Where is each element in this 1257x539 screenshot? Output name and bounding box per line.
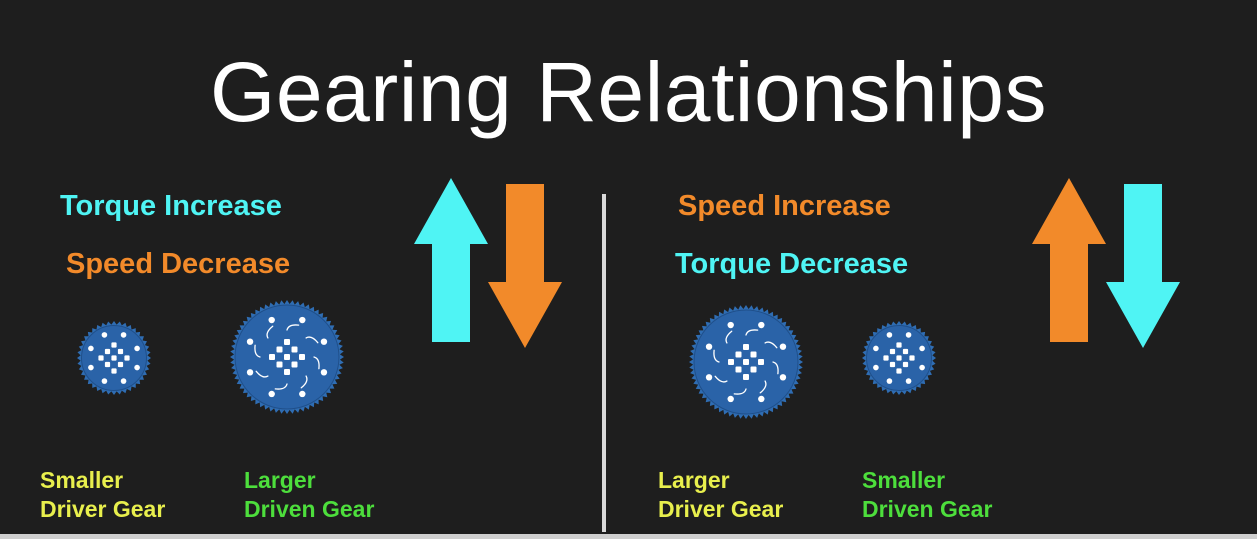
right-gear-b-line1: Smaller bbox=[862, 467, 946, 493]
right-gear-b-line2: Driven Gear bbox=[862, 496, 993, 522]
bottom-bar bbox=[0, 534, 1257, 539]
large-driven-gear-icon bbox=[230, 300, 344, 414]
down-arrow-icon bbox=[488, 184, 562, 348]
left-gear-b-line1: Larger bbox=[244, 467, 316, 493]
right-torque-label: Torque Decrease bbox=[675, 248, 909, 280]
up-arrow-icon bbox=[414, 178, 488, 342]
right-gear-b-label: Smaller Driven Gear bbox=[862, 466, 992, 524]
left-speed-label: Speed Decrease bbox=[66, 248, 291, 280]
small-driven-gear-icon bbox=[862, 321, 936, 395]
left-gear-b-line2: Driven Gear bbox=[244, 496, 375, 522]
left-gear-a-line2: Driver Gear bbox=[40, 496, 166, 522]
center-divider bbox=[602, 194, 606, 532]
right-gear-a-label: Larger Driver Gear bbox=[658, 466, 783, 524]
right-gear-a-line1: Larger bbox=[658, 467, 730, 493]
up-arrow-icon bbox=[1032, 178, 1106, 342]
page-title: Gearing Relationships bbox=[210, 45, 1047, 139]
left-torque-label: Torque Increase bbox=[60, 190, 282, 222]
down-arrow-icon bbox=[1106, 184, 1180, 348]
small-driver-gear-icon bbox=[77, 321, 151, 395]
large-driver-gear-icon bbox=[689, 305, 803, 419]
left-gear-b-label: Larger Driven Gear bbox=[244, 466, 374, 524]
right-gear-a-line2: Driver Gear bbox=[658, 496, 784, 522]
left-gear-a-line1: Smaller bbox=[40, 467, 124, 493]
left-gear-a-label: Smaller Driver Gear bbox=[40, 466, 165, 524]
right-speed-label: Speed Increase bbox=[678, 190, 891, 222]
